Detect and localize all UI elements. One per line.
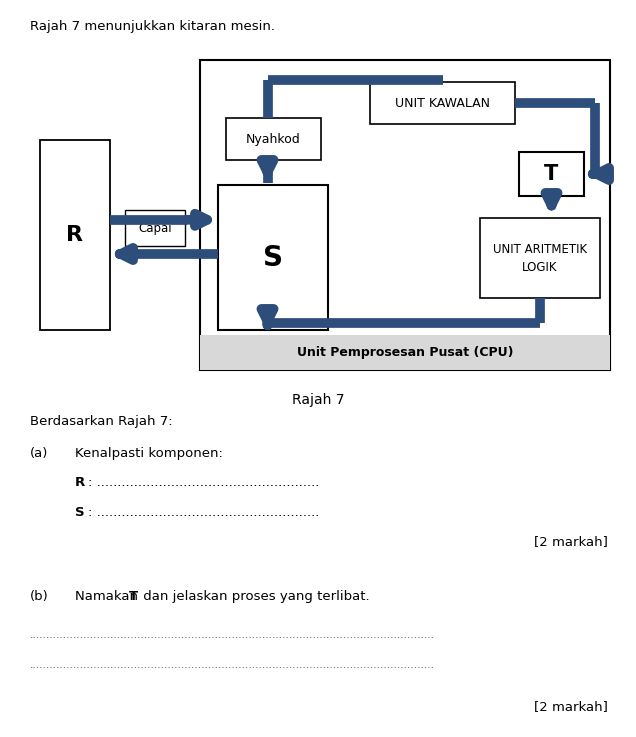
Text: Unit Pemprosesan Pusat (CPU): Unit Pemprosesan Pusat (CPU) [297, 346, 513, 358]
Bar [125, 210, 185, 246]
Text: Berdasarkan Rajah 7:: Berdasarkan Rajah 7: [30, 415, 172, 428]
Text: Rajah 7: Rajah 7 [292, 393, 344, 407]
Text: T: T [544, 164, 558, 184]
Text: Namakan: Namakan [75, 590, 142, 603]
Text: Rajah 7 menunjukkan kitaran mesin.: Rajah 7 menunjukkan kitaran mesin. [30, 20, 275, 33]
Text: (a): (a) [30, 447, 48, 460]
Text: (b): (b) [30, 590, 49, 603]
Text: dan jelaskan proses yang terlibat.: dan jelaskan proses yang terlibat. [139, 590, 370, 603]
Text: [2 markah]: [2 markah] [534, 535, 608, 548]
Text: UNIT ARITMETIK
LOGIK: UNIT ARITMETIK LOGIK [493, 242, 587, 273]
Text: ................................................................................: ........................................… [30, 660, 435, 670]
Bar [200, 335, 610, 370]
Bar [480, 218, 600, 298]
Text: : ......................................................: : ......................................… [88, 506, 319, 519]
Bar [226, 118, 321, 160]
Bar [200, 60, 610, 370]
Bar [40, 140, 110, 330]
Text: : ......................................................: : ......................................… [88, 476, 319, 489]
Text: T: T [129, 590, 138, 603]
Text: R: R [67, 225, 83, 245]
Text: S: S [75, 506, 85, 519]
Text: ................................................................................: ........................................… [30, 630, 435, 640]
Bar [519, 152, 584, 196]
Bar [218, 185, 328, 330]
Text: UNIT KAWALAN: UNIT KAWALAN [395, 97, 490, 110]
Text: Nyahkod: Nyahkod [246, 133, 301, 145]
Text: Capai: Capai [138, 222, 172, 234]
Bar [370, 82, 515, 124]
Text: [2 markah]: [2 markah] [534, 700, 608, 713]
Text: Kenalpasti komponen:: Kenalpasti komponen: [75, 447, 223, 460]
Text: R: R [75, 476, 85, 489]
Text: S: S [263, 243, 283, 271]
